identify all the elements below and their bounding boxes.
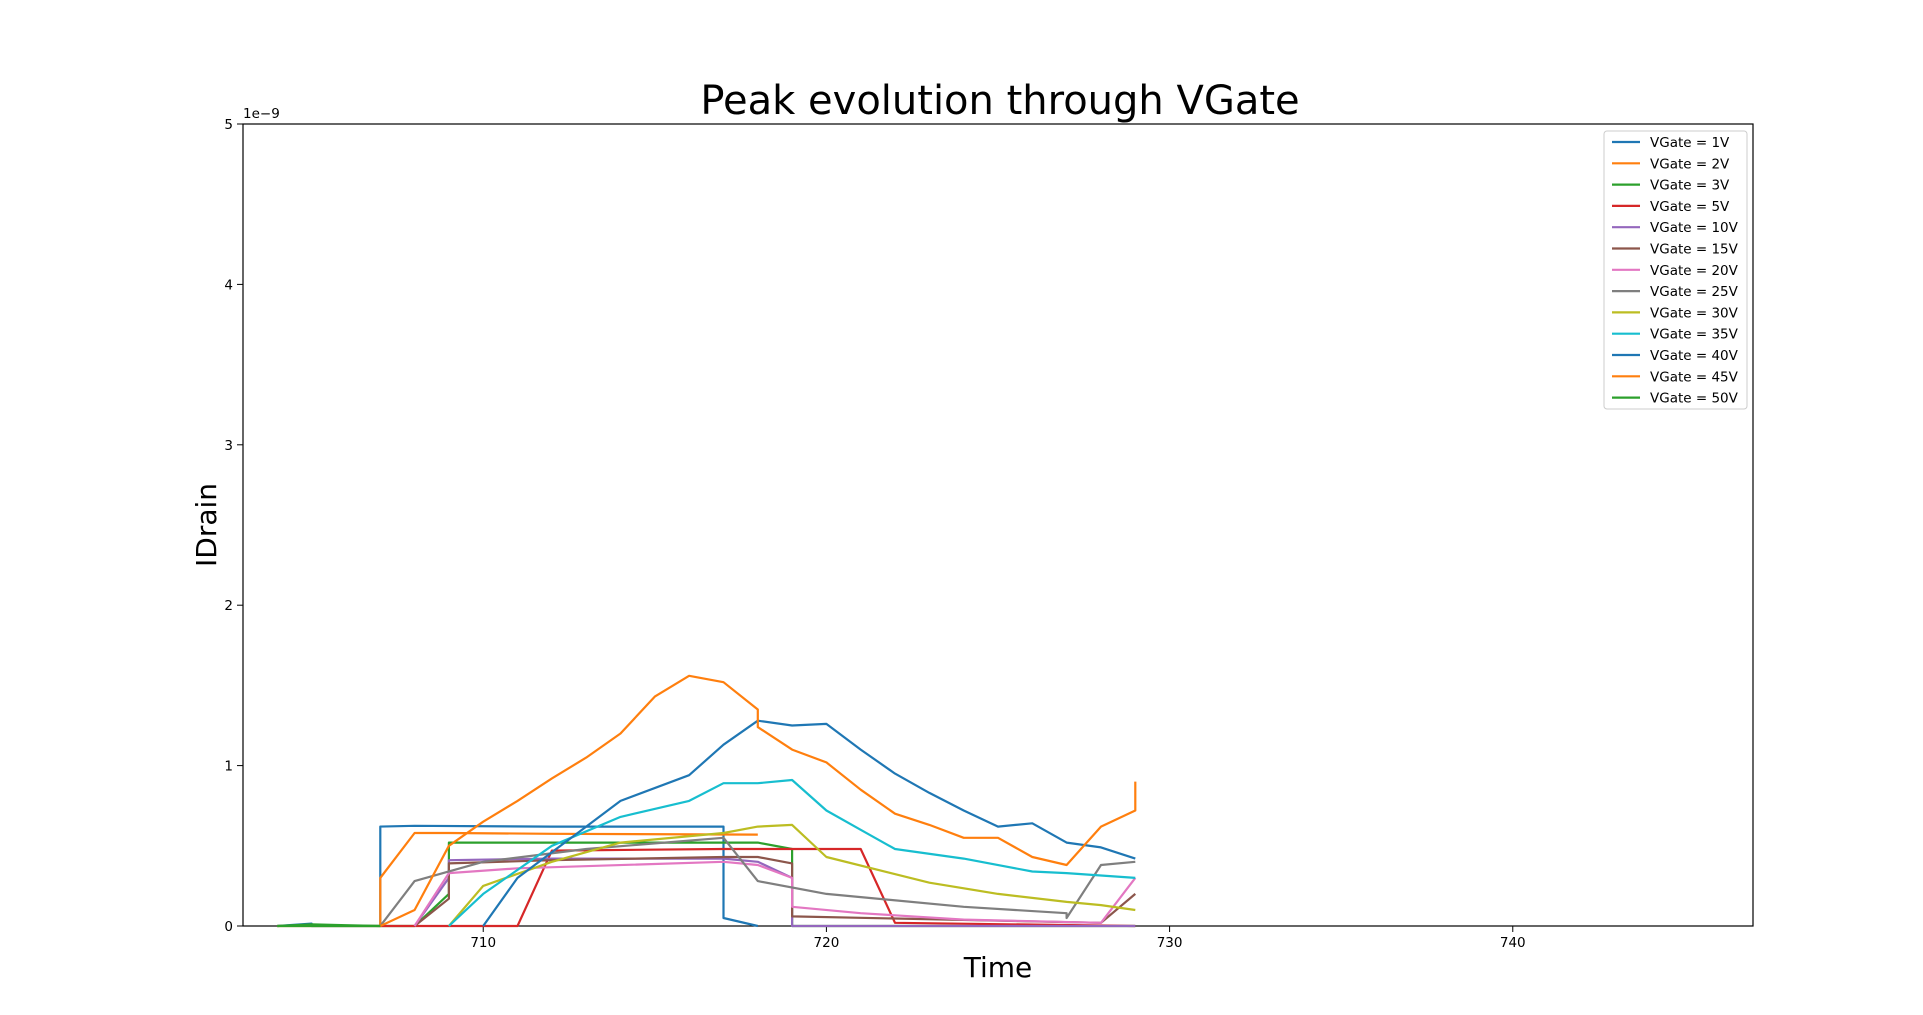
legend-items: VGate = 1V VGate = 2V VGate = 3V VGate = 5V… xyxy=(1612,135,1739,407)
legend-label: VGate = 45V xyxy=(1650,369,1739,385)
legend: VGate = 1V VGate = 2V VGate = 3V VGate = 5V… xyxy=(1603,130,1748,410)
y-offset-label: 1e−9 xyxy=(243,106,280,122)
chart-title: Peak evolution through VGate xyxy=(700,78,1299,124)
legend-label: VGate = 25V xyxy=(1650,284,1739,300)
series-lines xyxy=(277,674,1137,928)
series-line-vgate-40v xyxy=(482,719,1136,927)
y-tick-label: 3 xyxy=(224,438,233,454)
series-line-vgate-30v xyxy=(448,823,1136,927)
y-axis-label: IDrain xyxy=(190,483,223,567)
series-line-vgate-20v xyxy=(413,860,1137,927)
plot-frame xyxy=(242,123,1754,927)
legend-label: VGate = 50V xyxy=(1650,391,1739,407)
legend-label: VGate = 20V xyxy=(1650,263,1739,279)
legend-label: VGate = 35V xyxy=(1650,327,1739,343)
y-tick-label: 4 xyxy=(224,277,233,293)
legend-label: VGate = 3V xyxy=(1650,178,1730,194)
x-axis-label: Time xyxy=(963,951,1033,984)
legend-box xyxy=(1603,130,1748,410)
y-tick-label: 0 xyxy=(224,919,233,935)
legend-label: VGate = 10V xyxy=(1650,220,1739,236)
x-tick-label: 740 xyxy=(1500,935,1526,951)
x-tick-label: 720 xyxy=(814,935,840,951)
series-line-vgate-50v xyxy=(277,923,381,928)
y-tick-label: 5 xyxy=(224,117,233,133)
x-axis-ticks: 710 720 730 740 xyxy=(470,926,1526,951)
legend-label: VGate = 2V xyxy=(1650,156,1730,172)
y-axis-ticks: 0 1 2 3 4 5 xyxy=(224,117,243,935)
y-tick-label: 1 xyxy=(224,759,233,775)
y-tick-label: 2 xyxy=(224,598,233,614)
legend-label: VGate = 15V xyxy=(1650,242,1739,258)
series-line-vgate-5v xyxy=(380,847,1136,928)
legend-label: VGate = 30V xyxy=(1650,305,1739,321)
legend-label: VGate = 1V xyxy=(1650,135,1730,151)
legend-label: VGate = 40V xyxy=(1650,348,1739,364)
legend-label: VGate = 5V xyxy=(1650,199,1730,215)
series-line-vgate-45v xyxy=(379,674,1137,927)
x-tick-label: 710 xyxy=(470,935,496,951)
x-tick-label: 730 xyxy=(1157,935,1183,951)
series-line-vgate-25v xyxy=(379,836,1136,927)
